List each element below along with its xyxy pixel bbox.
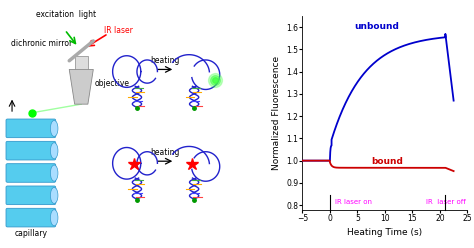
Text: heating: heating bbox=[150, 56, 180, 65]
FancyBboxPatch shape bbox=[6, 186, 55, 205]
Text: unbound: unbound bbox=[354, 22, 399, 31]
Text: IR laser: IR laser bbox=[104, 27, 133, 35]
Text: bound: bound bbox=[372, 157, 403, 166]
FancyBboxPatch shape bbox=[6, 141, 55, 160]
Text: capillary: capillary bbox=[15, 229, 48, 238]
Text: objective: objective bbox=[95, 79, 130, 88]
Ellipse shape bbox=[50, 143, 58, 159]
Text: dichronic mirror: dichronic mirror bbox=[10, 39, 72, 48]
X-axis label: Heating Time (s): Heating Time (s) bbox=[347, 228, 422, 237]
Ellipse shape bbox=[50, 187, 58, 203]
FancyBboxPatch shape bbox=[6, 119, 55, 138]
Text: heating: heating bbox=[150, 148, 180, 157]
Text: IR  laser off: IR laser off bbox=[426, 199, 466, 205]
Ellipse shape bbox=[50, 210, 58, 226]
FancyBboxPatch shape bbox=[6, 164, 55, 182]
FancyBboxPatch shape bbox=[6, 208, 55, 227]
Polygon shape bbox=[69, 69, 93, 104]
Text: IR laser on: IR laser on bbox=[336, 199, 373, 205]
FancyBboxPatch shape bbox=[74, 56, 88, 69]
Ellipse shape bbox=[50, 121, 58, 136]
Ellipse shape bbox=[50, 165, 58, 181]
Y-axis label: Normalized Fluorescence: Normalized Fluorescence bbox=[272, 56, 281, 170]
Text: excitation  light: excitation light bbox=[36, 10, 96, 19]
